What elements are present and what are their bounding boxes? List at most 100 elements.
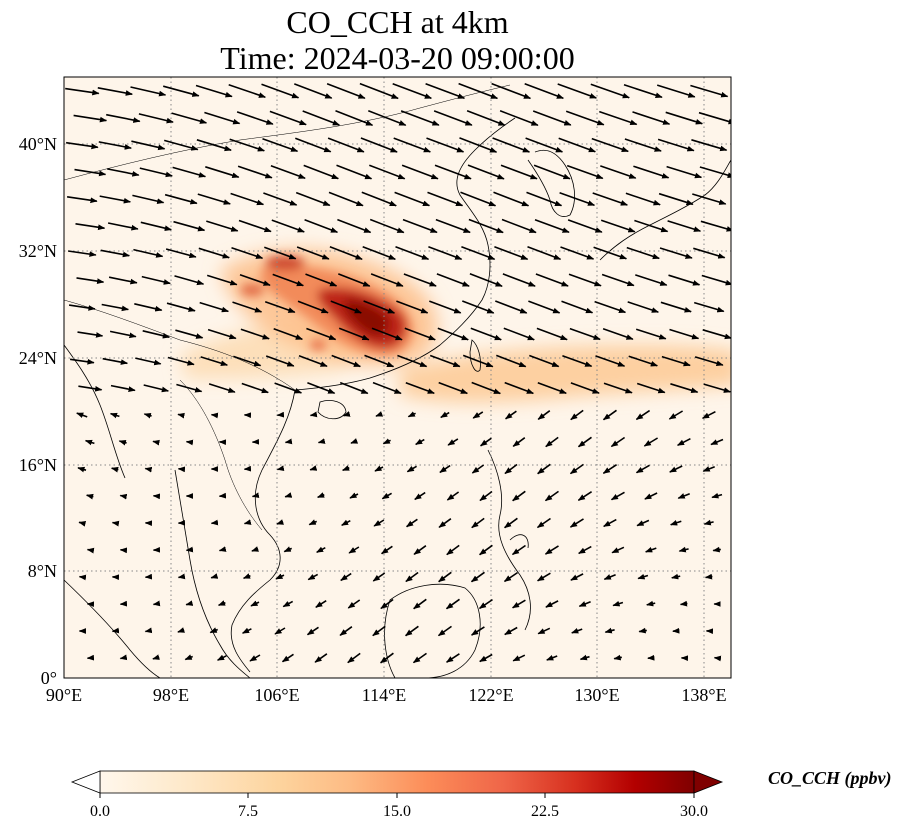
wind-arrow: [204, 111, 241, 125]
wind-arrow: [603, 573, 616, 581]
wind-arrow: [569, 327, 601, 341]
wind-arrow: [307, 573, 319, 581]
wind-arrow: [362, 245, 396, 261]
wind-arrow: [537, 381, 567, 395]
colorbar-label: CO_CCH (ppbv): [768, 768, 892, 788]
wind-arrow: [381, 545, 393, 555]
wind-arrow: [196, 139, 232, 152]
wind-arrow: [296, 246, 330, 260]
wind-arrow: [544, 490, 559, 502]
wind-arrow: [347, 652, 361, 664]
wind-arrow: [670, 519, 682, 526]
wind-arrow: [560, 246, 595, 260]
wind-arrow: [571, 627, 583, 634]
wind-arrow: [162, 85, 200, 97]
wind-arrow: [470, 626, 485, 636]
wind-arrow: [659, 247, 693, 259]
wind-arrow: [535, 273, 569, 287]
wind-arrow: [331, 354, 361, 368]
wind-arrow: [84, 439, 95, 446]
wind-arrow: [537, 410, 551, 420]
wind-arrow: [635, 274, 668, 286]
wind-arrow: [342, 465, 350, 472]
wind-arrow: [349, 492, 359, 499]
wind-arrow: [494, 245, 529, 261]
wind-arrow: [437, 625, 452, 637]
wind-arrow: [195, 84, 233, 98]
wind-arrow: [283, 546, 293, 553]
wind-arrow: [109, 412, 120, 419]
wind-arrow: [512, 654, 526, 662]
wind-arrow: [471, 517, 485, 529]
wind-arrow: [335, 110, 374, 126]
wind-arrow: [676, 437, 691, 447]
lon-tick-label: 106°E: [254, 685, 299, 705]
wind-arrow: [504, 381, 534, 395]
wind-arrow: [86, 493, 94, 500]
map-title-line-1: CO_CCH at 4km: [286, 4, 509, 40]
wind-arrow: [273, 328, 303, 340]
wind-arrow: [135, 357, 162, 366]
wind-arrow: [698, 111, 731, 125]
wind-arrow: [336, 164, 373, 180]
wind-arrow: [559, 191, 596, 207]
wind-arrow: [185, 600, 194, 606]
wind-arrow: [532, 110, 572, 126]
wind-arrow: [529, 354, 560, 368]
wind-arrow: [403, 273, 437, 287]
wind-arrow: [404, 327, 436, 341]
wind-arrow: [402, 218, 438, 234]
wind-arrow: [133, 248, 164, 258]
wind-arrow: [339, 626, 353, 636]
wind-arrow: [533, 164, 571, 180]
wind-arrow: [406, 465, 418, 473]
wind-arrow: [264, 300, 296, 314]
wind-arrow: [164, 193, 198, 205]
wind-arrow: [623, 83, 663, 99]
wind-arrow: [370, 273, 404, 287]
wind-arrow: [545, 600, 559, 608]
wind-arrow: [414, 491, 426, 501]
wind-arrow: [250, 600, 260, 607]
wind-arrow: [110, 384, 136, 392]
wind-arrow: [232, 301, 263, 313]
wind-arrow: [78, 385, 103, 392]
wind-arrow: [132, 194, 165, 204]
wind-arrow: [140, 221, 172, 231]
colorbar-tick-label: 7.5: [238, 803, 258, 820]
wind-arrow: [690, 84, 729, 98]
wind-arrow: [118, 439, 127, 446]
lat-tick-label: 16°N: [19, 455, 57, 475]
wind-arrow: [281, 653, 294, 663]
wind-arrow: [119, 654, 128, 661]
wind-arrow: [527, 246, 562, 260]
colorbar: 0.0 7.5 15.0 22.5 30.0: [70, 770, 724, 820]
wind-arrow: [577, 436, 592, 448]
lon-tick-label: 90°E: [46, 685, 82, 705]
wind-arrow: [677, 493, 690, 499]
wind-arrow: [504, 517, 518, 529]
wind-arrow: [699, 166, 731, 178]
wind-arrow: [368, 110, 407, 126]
wind-arrow: [206, 274, 238, 286]
wind-arrow: [144, 627, 153, 634]
wind-arrow: [692, 193, 727, 205]
lon-tick-label: 122°E: [468, 685, 513, 705]
wind-arrow: [633, 165, 670, 179]
wind-arrow: [446, 491, 460, 501]
wind-arrow: [249, 654, 261, 662]
wind-arrow: [111, 520, 120, 527]
wind-arrow: [177, 573, 186, 580]
wind-arrow: [511, 544, 526, 556]
wind-arrow: [174, 275, 205, 286]
indochina-coast: [230, 389, 296, 673]
plume-eastern-band: [400, 345, 731, 403]
wind-arrow: [270, 164, 306, 180]
wind-arrow: [600, 219, 636, 233]
wind-arrow: [185, 546, 194, 553]
wind-arrow: [635, 464, 650, 474]
wind-arrow: [111, 627, 120, 634]
wind-arrow: [499, 110, 539, 126]
wind-arrow: [502, 273, 536, 287]
wind-arrow: [65, 141, 99, 150]
